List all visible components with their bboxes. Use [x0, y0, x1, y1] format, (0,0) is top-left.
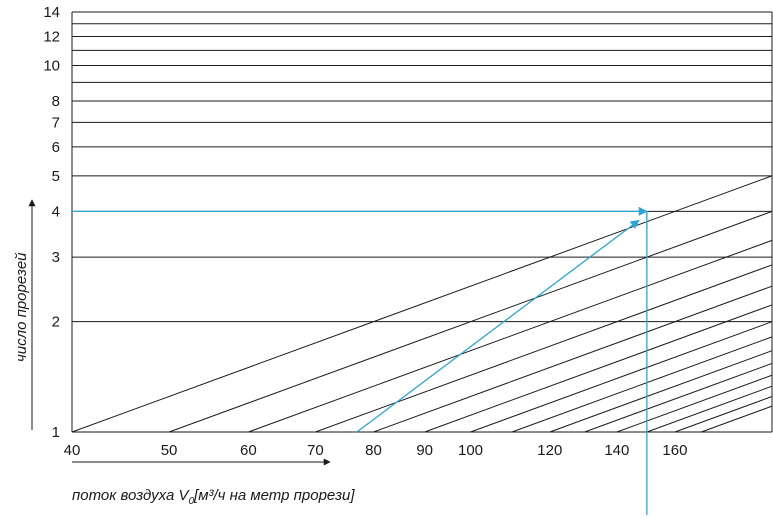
diagonal-line-60	[248, 239, 773, 433]
example-diagonal-arrow	[356, 219, 640, 433]
y-tick-label: 14	[43, 4, 60, 21]
diagonal-line-110	[511, 336, 773, 433]
x-tick-label: 50	[161, 442, 178, 459]
diagonal-lines	[71, 175, 773, 433]
diagonal-line-100	[470, 321, 773, 433]
x-tick-label: 70	[307, 442, 324, 459]
diagonal-line-120	[549, 350, 773, 433]
x-tick-label: 90	[416, 442, 433, 459]
x-axis-title-subscript: 0	[188, 496, 194, 507]
y-tick-label: 2	[52, 314, 60, 331]
diagonal-line-90	[424, 304, 773, 433]
x-tick-label: 160	[662, 442, 687, 459]
diagonal-line-160	[674, 396, 773, 433]
x-axis-title: поток воздуха V0[м³/ч на метр прорези]	[72, 487, 355, 507]
x-tick-label: 120	[537, 442, 562, 459]
y-tick-label: 7	[52, 114, 60, 131]
diagonal-line-70	[315, 264, 773, 433]
x-tick-label: 80	[365, 442, 382, 459]
diagonal-line-170	[701, 405, 773, 433]
x-tick-labels: 40 50 60 70 80 90 100 120 140 160	[64, 442, 688, 459]
diagonal-line-150	[646, 385, 773, 433]
x-tick-label: 100	[458, 442, 483, 459]
y-tick-label: 4	[52, 203, 60, 220]
y-tick-label: 12	[43, 29, 60, 46]
grid	[71, 11, 773, 433]
y-tick-label: 8	[52, 93, 60, 110]
y-axis-title: число прорезей	[13, 252, 30, 362]
y-tick-label: 3	[52, 249, 60, 266]
diagonal-line-80	[373, 285, 773, 433]
y-tick-label: 1	[52, 424, 60, 441]
x-axis-title-prefix: поток воздуха V	[72, 487, 190, 504]
example-path	[72, 206, 648, 515]
y-tick-label: 5	[52, 168, 60, 185]
x-tick-label: 40	[64, 442, 81, 459]
y-tick-label: 10	[43, 58, 60, 75]
diagonal-line-130	[584, 362, 773, 433]
diagonal-line-50	[168, 210, 773, 433]
x-axis-title-suffix: [м³/ч на метр прорези]	[193, 487, 355, 504]
x-tick-label: 60	[240, 442, 257, 459]
x-tick-label: 140	[604, 442, 629, 459]
diagonal-line-140	[616, 374, 773, 433]
diagonal-line-40	[71, 175, 773, 433]
y-tick-label: 6	[52, 139, 60, 156]
